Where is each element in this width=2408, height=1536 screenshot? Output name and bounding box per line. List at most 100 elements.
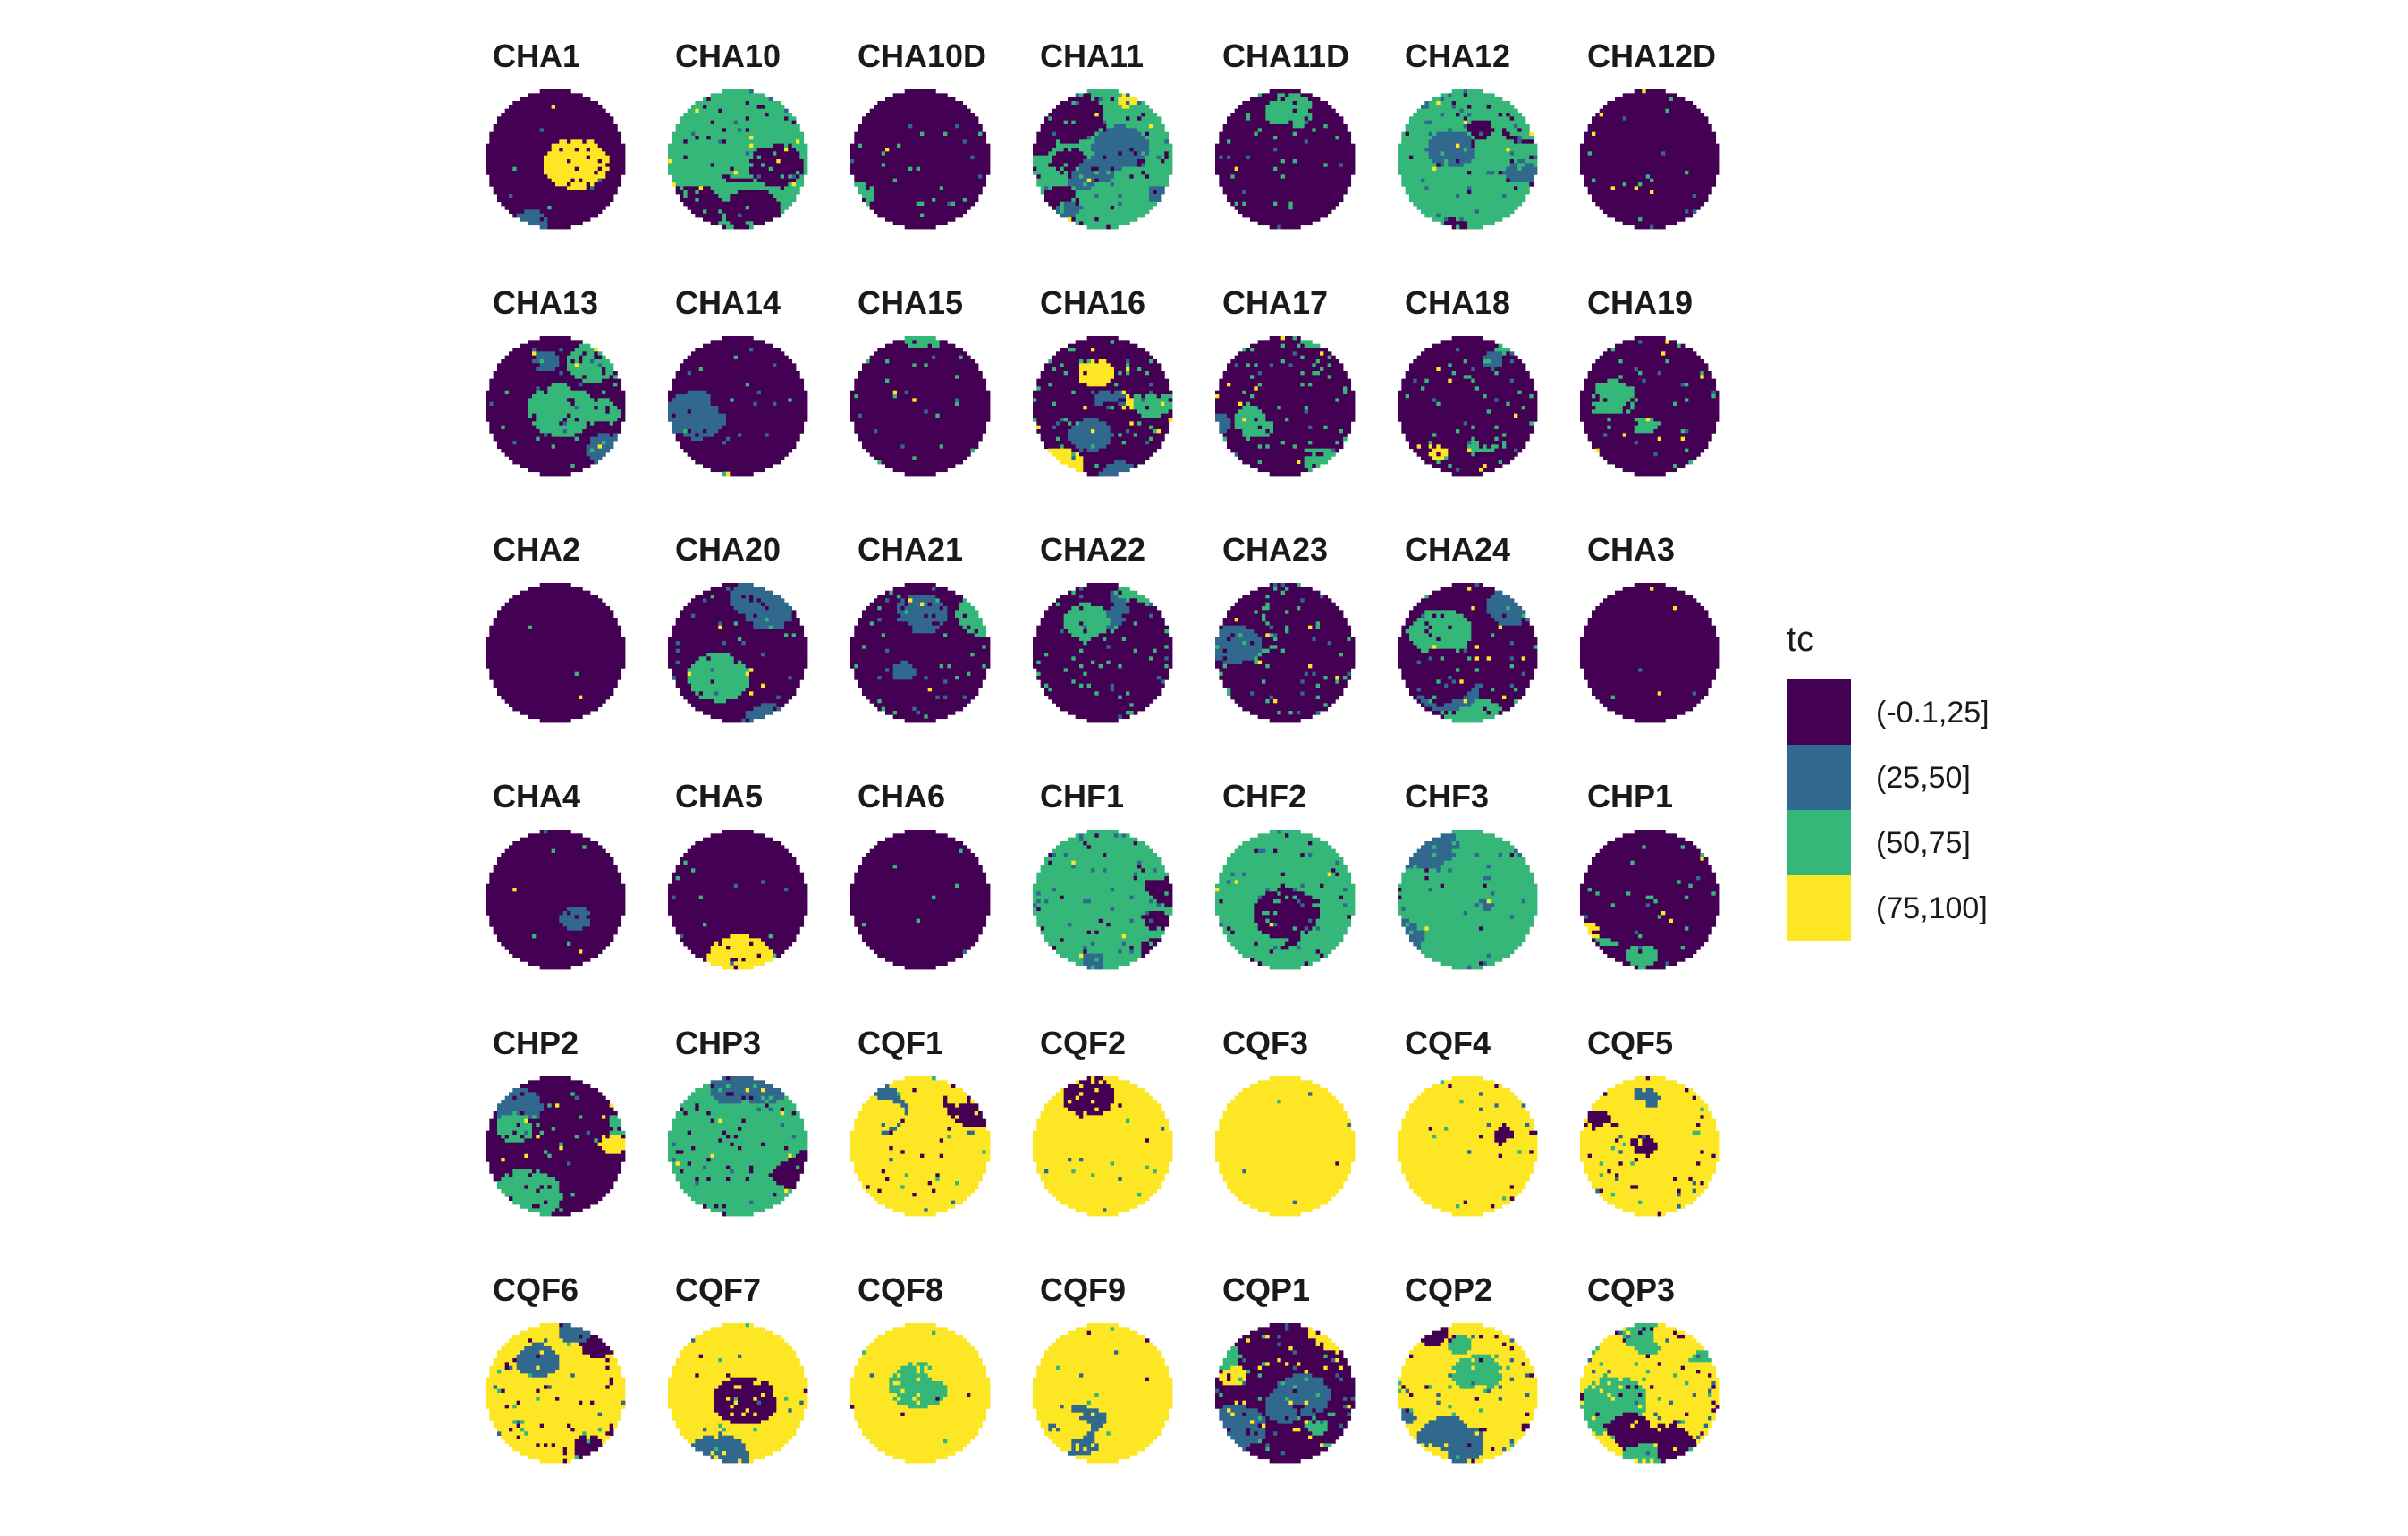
raster-cell xyxy=(1056,124,1060,129)
raster-cell xyxy=(505,132,510,137)
raster-cell xyxy=(882,209,886,214)
raster-cell xyxy=(544,179,548,183)
raster-cell xyxy=(610,148,614,152)
raster-cell xyxy=(494,132,498,137)
raster-cell xyxy=(799,171,804,175)
raster-cell xyxy=(683,124,688,129)
raster-cell xyxy=(602,206,606,210)
raster-cell xyxy=(512,105,517,109)
raster-cell xyxy=(970,198,975,202)
raster-cell xyxy=(943,132,948,137)
raster-cell xyxy=(874,206,878,210)
raster-cell xyxy=(517,148,521,152)
raster-cell xyxy=(555,179,560,183)
raster-cell xyxy=(877,186,882,190)
raster-cell xyxy=(563,190,568,195)
raster-cell xyxy=(893,121,898,125)
raster-cell xyxy=(854,132,858,137)
raster-cell xyxy=(512,163,517,167)
raster-cell xyxy=(792,121,797,125)
raster-cell xyxy=(1126,124,1130,129)
raster-cell xyxy=(501,179,505,183)
raster-cell xyxy=(706,190,711,195)
raster-cell xyxy=(567,113,571,117)
raster-cell xyxy=(1091,113,1095,117)
raster-cell xyxy=(757,93,762,97)
raster-cell xyxy=(730,151,734,156)
raster-cell xyxy=(970,156,975,160)
raster-cell xyxy=(920,101,925,105)
raster-cell xyxy=(683,121,688,125)
raster-cell xyxy=(1083,132,1087,137)
raster-cell xyxy=(932,186,936,190)
raster-cell xyxy=(509,132,513,137)
raster-cell xyxy=(683,194,688,198)
raster-cell xyxy=(544,139,548,144)
raster-cell xyxy=(761,93,765,97)
raster-cell xyxy=(517,144,521,148)
raster-cell xyxy=(1087,121,1092,125)
raster-cell xyxy=(773,171,777,175)
raster-cell xyxy=(555,217,560,222)
raster-cell xyxy=(912,194,917,198)
raster-cell xyxy=(749,217,754,222)
raster-cell xyxy=(711,159,715,164)
raster-cell xyxy=(567,190,571,195)
raster-cell xyxy=(970,151,975,156)
raster-cell xyxy=(1094,113,1099,117)
raster-cell xyxy=(544,221,548,225)
raster-cell xyxy=(722,144,727,148)
raster-cell xyxy=(563,109,568,114)
raster-cell xyxy=(668,171,672,175)
raster-cell xyxy=(505,206,510,210)
raster-cell xyxy=(746,171,750,175)
raster-cell xyxy=(552,225,556,230)
raster-cell xyxy=(570,101,575,105)
raster-cell xyxy=(912,190,917,195)
raster-cell xyxy=(924,136,928,140)
raster-cell xyxy=(912,179,917,183)
raster-cell xyxy=(718,136,722,140)
raster-cell xyxy=(532,116,537,121)
raster-cell xyxy=(617,179,621,183)
raster-cell xyxy=(874,105,878,109)
raster-cell xyxy=(970,116,975,121)
raster-cell xyxy=(559,209,563,214)
raster-cell xyxy=(594,148,598,152)
raster-cell xyxy=(722,132,727,137)
raster-cell xyxy=(893,151,898,156)
raster-cell xyxy=(594,182,598,187)
raster-cell xyxy=(885,121,890,125)
raster-cell xyxy=(714,171,719,175)
raster-cell xyxy=(935,148,940,152)
raster-cell xyxy=(512,171,517,175)
raster-cell xyxy=(489,159,494,164)
raster-cell xyxy=(738,190,742,195)
raster-cell xyxy=(885,151,890,156)
raster-cell xyxy=(917,121,921,125)
raster-cell xyxy=(590,206,595,210)
raster-cell xyxy=(746,124,750,129)
raster-cell xyxy=(874,116,878,121)
raster-cell xyxy=(532,151,537,156)
raster-cell xyxy=(590,101,595,105)
raster-cell xyxy=(587,139,591,144)
raster-cell xyxy=(776,121,781,125)
raster-cell xyxy=(570,198,575,202)
raster-cell xyxy=(532,174,537,179)
raster-cell xyxy=(587,206,591,210)
raster-cell xyxy=(676,156,680,160)
raster-cell xyxy=(889,109,893,114)
raster-cell xyxy=(1071,116,1076,121)
raster-cell xyxy=(1091,132,1095,137)
raster-cell xyxy=(796,179,800,183)
raster-cell xyxy=(967,171,971,175)
raster-cell xyxy=(741,144,746,148)
raster-cell xyxy=(547,217,552,222)
raster-cell xyxy=(610,124,614,129)
raster-cell xyxy=(773,136,777,140)
raster-cell xyxy=(1064,124,1069,129)
raster-cell xyxy=(920,214,925,218)
raster-cell xyxy=(784,182,789,187)
raster-cell xyxy=(605,136,610,140)
